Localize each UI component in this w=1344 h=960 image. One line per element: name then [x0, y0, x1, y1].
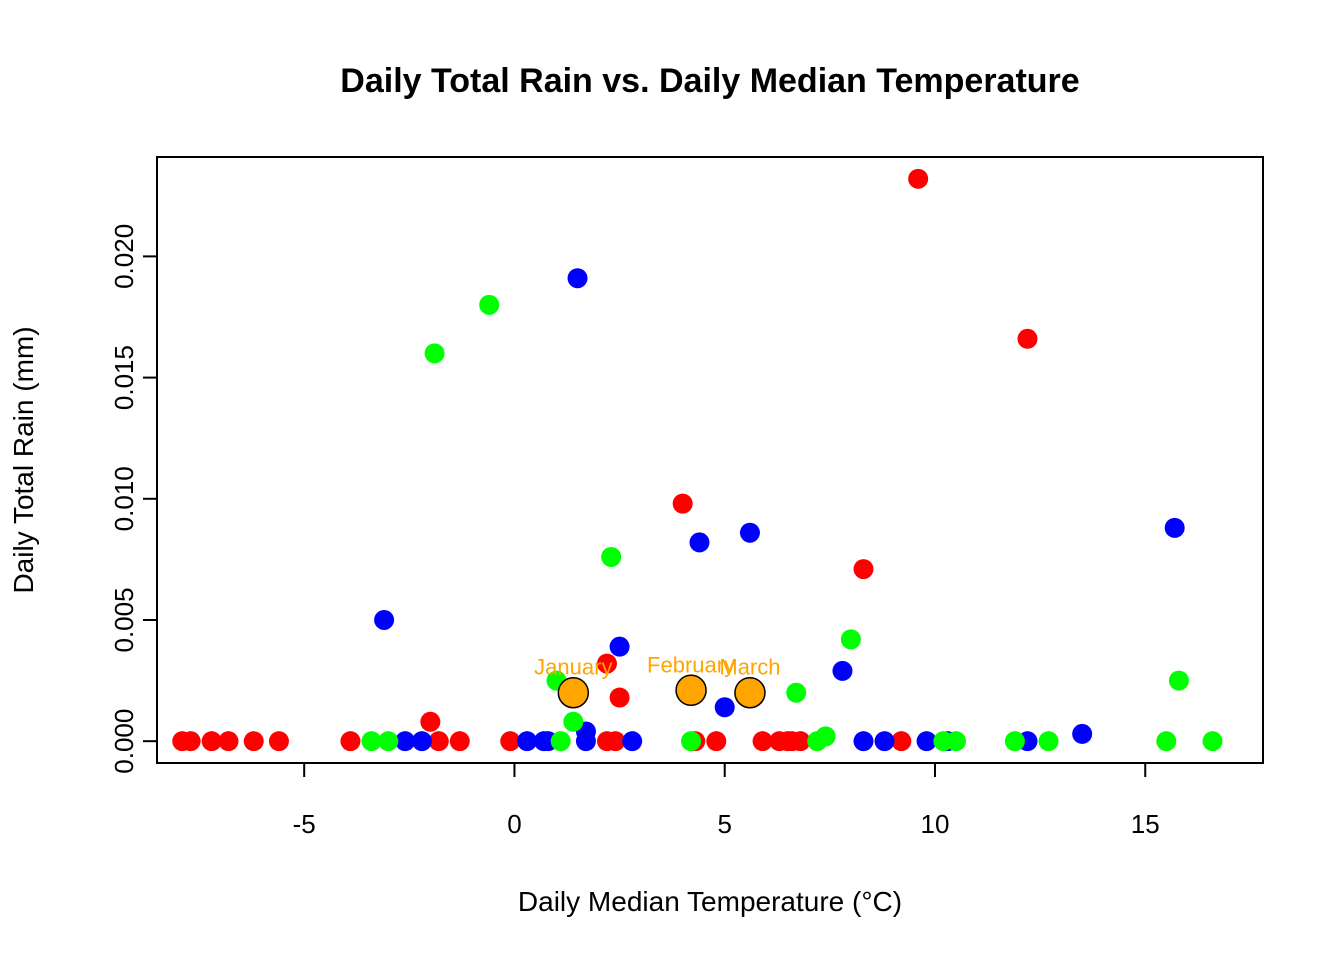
- x-axis: -5 0 5 10 15: [293, 762, 1160, 839]
- data-point: [1004, 731, 1025, 752]
- month-mean-label: March: [719, 655, 780, 680]
- data-point: [361, 731, 382, 752]
- data-point: [479, 294, 500, 315]
- data-point: [268, 731, 289, 752]
- x-tick-label: -5: [293, 809, 316, 839]
- y-tick-label: 0.015: [109, 345, 139, 410]
- data-point: [672, 493, 693, 514]
- data-point: [853, 731, 874, 752]
- data-point: [689, 532, 710, 553]
- data-point: [1164, 517, 1185, 538]
- y-tick-label: 0.000: [109, 709, 139, 774]
- data-point: [567, 268, 588, 289]
- y-tick-label: 0.020: [109, 224, 139, 289]
- data-point: [1072, 723, 1093, 744]
- data-point: [180, 731, 201, 752]
- data-point: [601, 546, 622, 567]
- data-point: [832, 660, 853, 681]
- data-point: [752, 731, 773, 752]
- month-mean-marker: [734, 676, 766, 709]
- data-point: [706, 731, 727, 752]
- data-point: [714, 697, 735, 718]
- data-point: [428, 731, 449, 752]
- chart-title: Daily Total Rain vs. Daily Median Temper…: [340, 62, 1079, 100]
- data-point: [550, 731, 571, 752]
- data-point: [916, 731, 937, 752]
- x-tick-label: 10: [921, 809, 950, 839]
- data-point: [1156, 731, 1177, 752]
- data-point: [840, 629, 861, 650]
- data-point: [946, 731, 967, 752]
- x-axis-label: Daily Median Temperature (°C): [518, 886, 902, 917]
- y-axis: 0.000 0.005 0.010 0.015 0.020: [109, 224, 158, 774]
- data-point: [374, 609, 395, 630]
- data-point: [622, 731, 643, 752]
- data-point: [874, 731, 895, 752]
- data-point: [786, 682, 807, 703]
- x-tick-label: 15: [1131, 809, 1160, 839]
- data-point: [500, 731, 521, 752]
- data-point: [605, 731, 626, 752]
- data-point: [575, 731, 596, 752]
- data-point: [243, 731, 264, 752]
- data-point: [1202, 731, 1223, 752]
- data-point: [891, 731, 912, 752]
- data-point: [517, 731, 538, 752]
- data-point: [563, 711, 584, 732]
- y-tick-label: 0.005: [109, 587, 139, 652]
- data-point: [1168, 670, 1189, 691]
- x-tick-label: 0: [507, 809, 521, 839]
- data-point: [378, 731, 399, 752]
- data-point: [201, 731, 222, 752]
- data-point: [420, 711, 441, 732]
- data-point: [411, 731, 432, 752]
- month-mean-marker: [557, 676, 590, 709]
- data-point: [596, 653, 617, 674]
- data-point: [853, 559, 874, 580]
- month-mean-label: February: [647, 652, 735, 677]
- data-point: [424, 343, 445, 364]
- data-point: [908, 168, 929, 189]
- data-point: [449, 731, 470, 752]
- data-point: [340, 731, 361, 752]
- x-tick-label: 5: [717, 809, 731, 839]
- data-point: [609, 636, 630, 657]
- data-point: [681, 731, 702, 752]
- data-point: [1038, 731, 1059, 752]
- data-point: [1017, 328, 1038, 349]
- month-mean-marker: [675, 674, 707, 707]
- data-point: [815, 726, 836, 747]
- data-point: [790, 731, 811, 752]
- data-point: [739, 522, 760, 543]
- data-point: [395, 731, 416, 752]
- data-point: [609, 687, 630, 708]
- data-point: [218, 731, 239, 752]
- month-mean-label: January: [534, 655, 612, 680]
- y-axis-label: Daily Total Rain (mm): [8, 326, 39, 593]
- y-tick-label: 0.010: [109, 466, 139, 531]
